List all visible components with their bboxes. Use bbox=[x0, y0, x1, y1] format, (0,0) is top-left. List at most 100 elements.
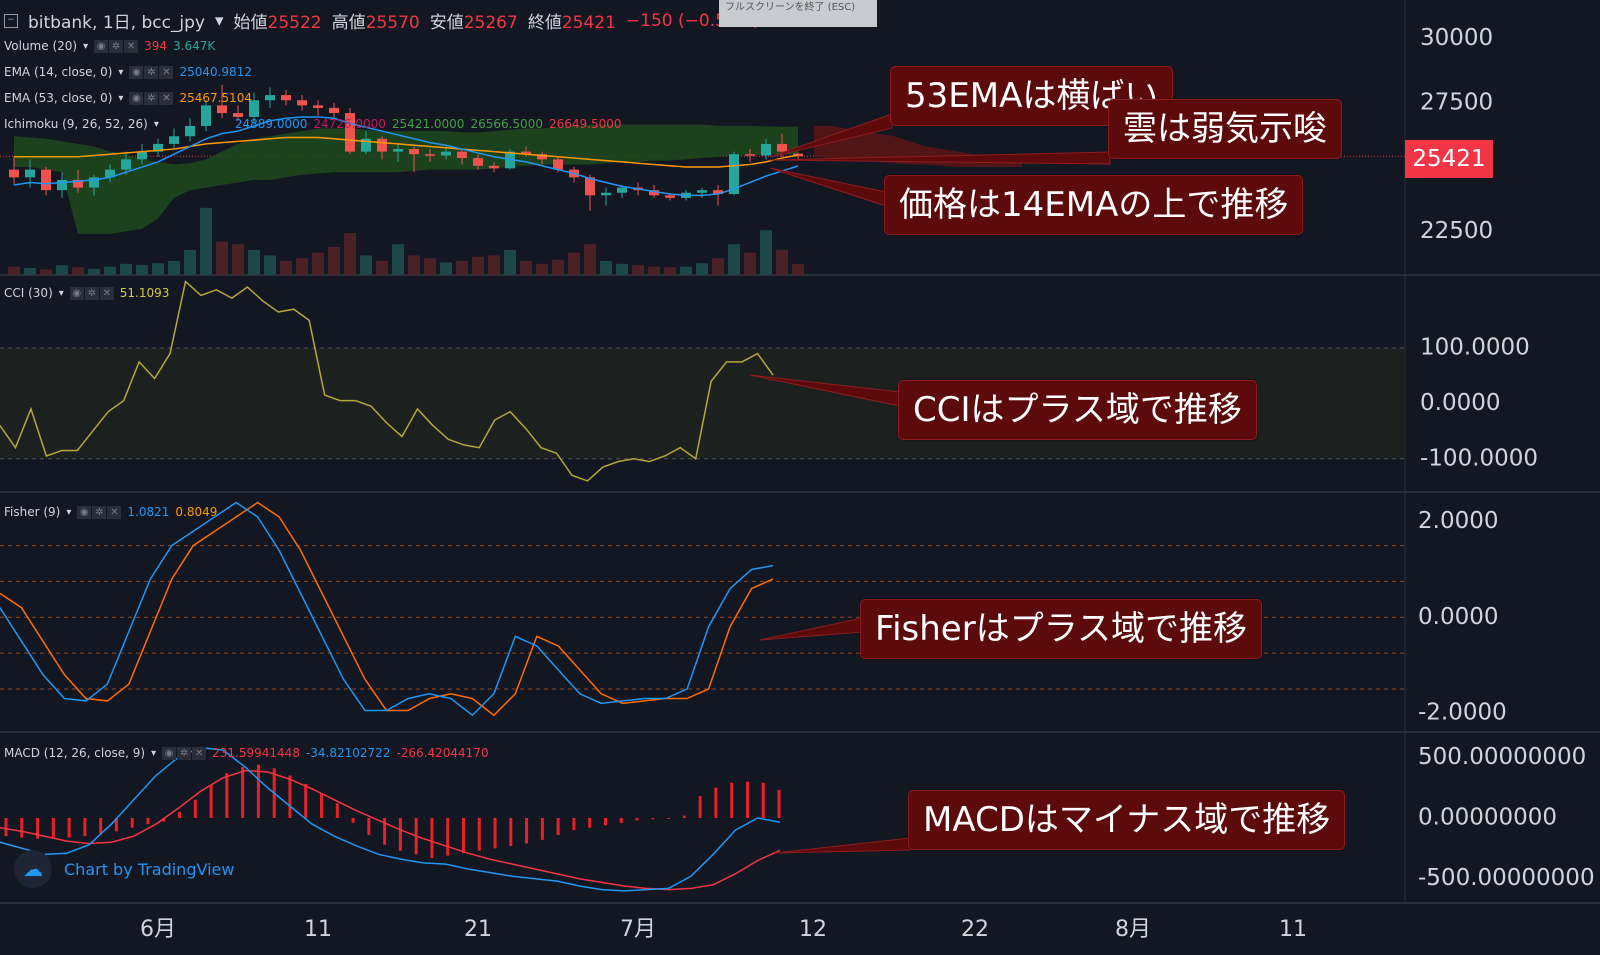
macd-signal-value: -266.42044170 bbox=[396, 746, 489, 760]
tradingview-branding[interactable]: ☁ Chart by TradingView bbox=[14, 850, 234, 888]
eye-icon[interactable]: ◉ bbox=[129, 91, 144, 105]
macd-value: -34.82102722 bbox=[305, 746, 391, 760]
volume-bar bbox=[792, 263, 804, 275]
volume-bar bbox=[600, 261, 612, 275]
annotation-cloud[interactable]: 雲は弱気示唆 bbox=[1108, 99, 1342, 159]
chevron-down-icon[interactable]: ▾ bbox=[83, 40, 89, 52]
candle-body bbox=[729, 154, 739, 195]
close-icon[interactable]: ✕ bbox=[159, 91, 174, 105]
candle-body bbox=[185, 125, 195, 137]
eye-icon[interactable]: ◉ bbox=[69, 286, 84, 300]
fisher-tick-label: 2.0000 bbox=[1418, 508, 1498, 534]
volume-bar bbox=[776, 249, 788, 275]
indicator-buttons[interactable]: ◉ ✲ ✕ bbox=[69, 286, 114, 300]
eye-icon[interactable]: ◉ bbox=[162, 746, 177, 760]
macd-histogram-bar bbox=[225, 773, 229, 818]
gear-icon[interactable]: ✲ bbox=[144, 91, 159, 105]
close-icon[interactable]: ✕ bbox=[99, 286, 114, 300]
volume-bar bbox=[712, 258, 724, 275]
fisher-legend[interactable]: Fisher (9) ▾ ◉ ✲ ✕ 1.0821 0.8049 bbox=[4, 505, 217, 519]
gear-icon[interactable]: ✲ bbox=[144, 65, 159, 79]
pointer-macd bbox=[774, 837, 911, 854]
chevron-down-icon[interactable]: ▾ bbox=[118, 66, 124, 78]
eye-icon[interactable]: ◉ bbox=[77, 505, 92, 519]
macd-histogram-bar bbox=[698, 796, 702, 818]
volume-bar bbox=[664, 267, 676, 275]
macd-signal-line bbox=[0, 769, 781, 891]
gear-icon[interactable]: ✲ bbox=[177, 746, 192, 760]
fisher-trigger-value: 0.8049 bbox=[175, 505, 218, 519]
ema14-legend[interactable]: EMA (14, close, 0) ▾ ◉ ✲ ✕ 25040.9812 bbox=[4, 65, 252, 79]
volume-bar bbox=[760, 230, 772, 275]
macd-histogram-bar bbox=[430, 818, 434, 859]
indicator-buttons[interactable]: ◉ ✲ ✕ bbox=[129, 91, 174, 105]
volume-bar bbox=[584, 244, 596, 275]
volume-bar bbox=[520, 261, 532, 275]
chevron-down-icon[interactable]: ▾ bbox=[151, 747, 157, 759]
close-icon[interactable]: ✕ bbox=[159, 65, 174, 79]
volume-bar bbox=[40, 269, 52, 275]
candle-body bbox=[665, 195, 675, 198]
gear-icon[interactable]: ✲ bbox=[84, 286, 99, 300]
cci-legend[interactable]: CCI (30) ▾ ◉ ✲ ✕ 51.1093 bbox=[4, 286, 169, 300]
macd-histogram-bar bbox=[162, 818, 166, 822]
volume-legend[interactable]: Volume (20) ▾ ◉ ✲ ✕ 394 3.647K bbox=[4, 39, 215, 53]
macd-histogram-bar bbox=[383, 818, 387, 845]
chevron-down-icon[interactable]: ▾ bbox=[66, 506, 72, 518]
volume-bar bbox=[248, 249, 260, 275]
macd-histogram-bar bbox=[304, 784, 308, 818]
symbol-label[interactable]: bitbank, 1日, bcc_jpy bbox=[28, 13, 205, 33]
macd-histogram-bar bbox=[335, 803, 339, 818]
volume-bar bbox=[536, 263, 548, 275]
indicator-buttons[interactable]: ◉ ✲ ✕ bbox=[129, 65, 174, 79]
close-icon[interactable]: ✕ bbox=[124, 39, 139, 53]
annotation-price[interactable]: 価格は14EMAの上で推移 bbox=[884, 175, 1304, 235]
candle-body bbox=[313, 105, 323, 108]
macd-legend[interactable]: MACD (12, 26, close, 9) ▾ ◉ ✲ ✕ 231.5994144… bbox=[4, 746, 489, 760]
close-icon[interactable]: ✕ bbox=[192, 746, 207, 760]
chevron-down-icon[interactable]: ▾ bbox=[58, 287, 64, 299]
macd-histogram-bar bbox=[682, 815, 686, 818]
ichimoku-lagging-value: 25421.0000 bbox=[391, 117, 465, 131]
close-icon[interactable]: ✕ bbox=[107, 505, 122, 519]
indicator-buttons[interactable]: ◉ ✲ ✕ bbox=[77, 505, 122, 519]
ema53-legend[interactable]: EMA (53, close, 0) ▾ ◉ ✲ ✕ 25467.5104 bbox=[4, 91, 252, 105]
collapse-icon[interactable]: − bbox=[4, 13, 18, 28]
volume-bar bbox=[440, 262, 452, 275]
chevron-down-icon[interactable]: ▾ bbox=[215, 10, 224, 31]
volume-bar bbox=[680, 266, 692, 275]
volume-bar bbox=[152, 263, 164, 275]
time-tick-label: 6月 bbox=[140, 917, 176, 942]
annotation-cci[interactable]: CCIはプラス域で推移 bbox=[898, 380, 1257, 440]
candle-body bbox=[169, 136, 179, 144]
gear-icon[interactable]: ✲ bbox=[109, 39, 124, 53]
indicator-buttons[interactable]: ◉ ✲ ✕ bbox=[162, 746, 207, 760]
macd-histogram-bar bbox=[714, 787, 718, 818]
annotation-fisher[interactable]: Fisherはプラス域で推移 bbox=[860, 599, 1263, 659]
chevron-down-icon[interactable]: ▾ bbox=[118, 92, 124, 104]
volume-bar bbox=[120, 263, 132, 275]
ema53-line bbox=[14, 136, 799, 168]
branding-text[interactable]: Chart by TradingView bbox=[64, 859, 235, 879]
candle-body bbox=[137, 151, 147, 160]
price-tick-label: 22500 bbox=[1420, 218, 1493, 244]
chevron-down-icon[interactable]: ▾ bbox=[153, 118, 159, 130]
indicator-buttons[interactable]: ◉ ✲ ✕ bbox=[94, 39, 139, 53]
eye-icon[interactable]: ◉ bbox=[129, 65, 144, 79]
eye-icon[interactable]: ◉ bbox=[94, 39, 109, 53]
volume-bar bbox=[200, 207, 212, 275]
candle-body bbox=[57, 179, 67, 191]
candle-body bbox=[601, 192, 611, 196]
time-tick-label: 12 bbox=[799, 917, 827, 942]
time-tick-label: 7月 bbox=[620, 917, 656, 942]
annotation-macd[interactable]: MACDはマイナス域で推移 bbox=[908, 790, 1346, 850]
volume-bar bbox=[56, 265, 68, 275]
gear-icon[interactable]: ✲ bbox=[92, 505, 107, 519]
volume-bar bbox=[328, 247, 340, 275]
macd-histogram-bar bbox=[114, 818, 118, 832]
ichimoku-legend[interactable]: Ichimoku (9, 26, 52, 26) ▾ 24889.0000 247… bbox=[4, 117, 622, 131]
macd-histogram-bar bbox=[178, 811, 182, 818]
open-value: 25522 bbox=[267, 13, 322, 33]
